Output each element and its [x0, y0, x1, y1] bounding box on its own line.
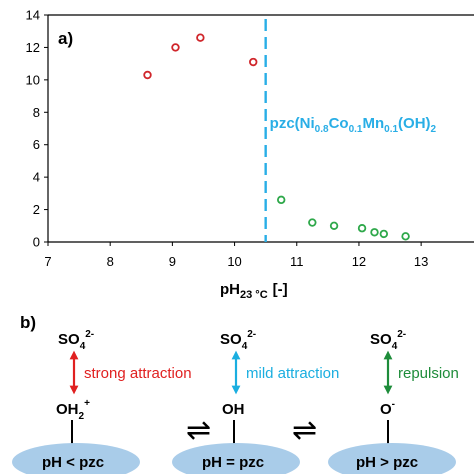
y-tick-label: 10 [26, 72, 40, 87]
y-tick-label: 2 [33, 202, 40, 217]
x-ticks: 7 8 9 10 11 12 13 [44, 242, 428, 269]
scheme-column-pzc: SO42- mild attraction OH pH = pzc [172, 329, 339, 474]
data-point [370, 228, 379, 237]
x-tick-label: 12 [352, 254, 366, 269]
y-tick-label: 4 [33, 170, 40, 185]
equilibrium-arrow-2: ⇌ [292, 413, 317, 448]
x-tick-label: 10 [227, 254, 241, 269]
interaction-label: mild attraction [246, 365, 339, 382]
scatter-chart: a) 0 2 4 6 8 10 12 14 7 8 9 10 11 12 13 pzc(Ni0.8Co0.… [26, 8, 474, 300]
data-point [249, 57, 258, 67]
equilibrium-arrow-1: ⇌ [186, 413, 211, 448]
y-ticks: 0 2 4 6 8 10 12 14 [26, 8, 48, 250]
y-tick-label: 6 [33, 137, 40, 152]
pzc-label: pzc(Ni0.8Co0.1Mn0.1(OH)2 [270, 115, 437, 135]
y-tick-label: 0 [33, 235, 40, 250]
x-tick-label: 8 [107, 254, 114, 269]
condition-label: pH < pzc [42, 454, 104, 471]
x-tick-label: 11 [290, 254, 304, 269]
data-point [329, 221, 339, 230]
x-tick-label: 9 [169, 254, 176, 269]
axes [47, 14, 474, 243]
surface-group-label: O- [380, 399, 395, 418]
data-point [196, 33, 205, 42]
sulfate-ion-label: SO42- [58, 329, 94, 352]
surface-group-label: OH [222, 401, 245, 418]
data-points [143, 33, 410, 241]
interaction-label: strong attraction [84, 365, 192, 382]
data-point [357, 224, 367, 233]
y-tick-label: 14 [26, 8, 40, 23]
data-point [401, 232, 410, 241]
interaction-label: repulsion [398, 365, 459, 382]
data-point [171, 43, 180, 52]
condition-label: pH > pzc [356, 454, 418, 471]
x-tick-label: 13 [414, 254, 428, 269]
sulfate-ion-label: SO42- [370, 329, 406, 352]
data-point [308, 218, 317, 227]
y-tick-label: 8 [33, 105, 40, 120]
scheme-column-high-ph: SO42- repulsion O- pH > pzc [328, 329, 459, 474]
y-tick-label: 12 [26, 40, 40, 55]
particle-surface-oval [172, 443, 300, 474]
data-point [143, 70, 152, 80]
x-tick-label: 7 [44, 254, 51, 269]
panel-label-b: b) [20, 313, 36, 332]
scheme-column-low-ph: SO42- strong attraction OH2+ pH < pzc [12, 329, 192, 474]
x-axis-label: pH23 °C [-] [220, 281, 288, 300]
condition-label: pH = pzc [202, 454, 264, 471]
data-point [379, 229, 389, 239]
sulfate-ion-label: SO42- [220, 329, 256, 352]
particle-surface-oval [328, 443, 456, 474]
adsorption-scheme: b) SO42- strong attraction OH2+ pH < pzc… [12, 313, 459, 474]
surface-group-label: OH2+ [56, 398, 90, 422]
panel-label-a: a) [58, 29, 73, 48]
pzc-line-group: pzc(Ni0.8Co0.1Mn0.1(OH)2 [264, 19, 437, 242]
data-point [277, 195, 286, 205]
particle-surface-oval [12, 443, 140, 474]
